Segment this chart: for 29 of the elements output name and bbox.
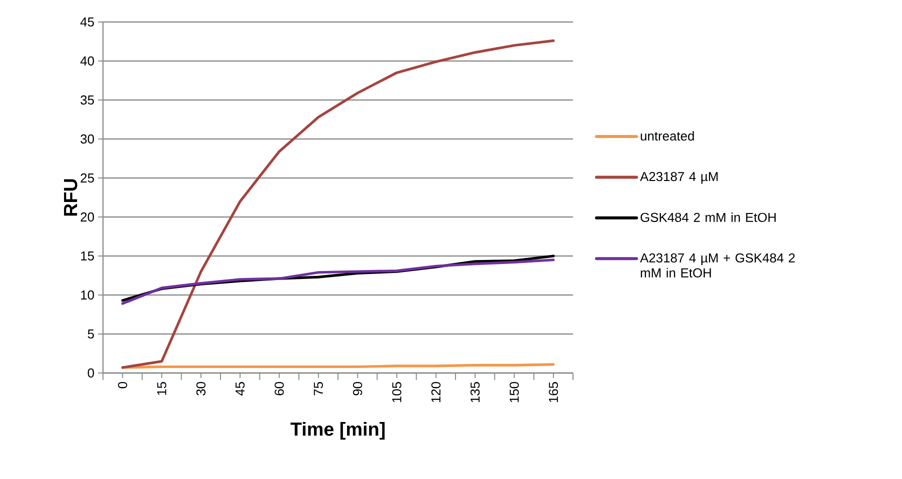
legend-label: A23187 4 µM <box>640 172 718 184</box>
x-tick-label: 90 <box>353 382 362 396</box>
x-tick-label: 120 <box>431 382 441 402</box>
x-tick-label: 165 <box>548 382 558 402</box>
x-tick-label: 15 <box>157 382 166 395</box>
x-tick-label: 150 <box>510 382 519 402</box>
y-tick-label: 25 <box>80 173 94 183</box>
y-tick-label: 45 <box>80 17 94 27</box>
y-tick-label: 20 <box>80 212 94 222</box>
legend-label: GSK484 2 mM in EtOH <box>640 212 776 222</box>
y-tick-label: 30 <box>80 134 94 144</box>
y-tick-label: 15 <box>81 251 94 261</box>
x-tick-label: 135 <box>470 382 480 402</box>
y-axis-title: RFU <box>64 179 78 216</box>
legend-label: untreated <box>640 131 694 141</box>
y-tick-label: 5 <box>88 329 94 339</box>
y-tick-label: 35 <box>80 95 94 105</box>
x-tick-label: 30 <box>196 382 206 396</box>
y-tick-label: 10 <box>81 290 94 300</box>
x-tick-label: 105 <box>392 382 402 402</box>
y-tick-label: 40 <box>80 56 94 66</box>
x-tick-label: 0 <box>118 382 128 388</box>
legend-label: A23187 4 µM + GSK484 2 mM in EtOH <box>640 253 795 278</box>
y-tick-label: 0 <box>88 368 94 378</box>
x-axis-title: Time [min] <box>290 422 385 440</box>
line-series <box>121 39 555 369</box>
x-tick-label: 60 <box>274 382 284 396</box>
x-tick-label: 45 <box>236 382 245 396</box>
x-tick-label: 75 <box>314 382 323 396</box>
